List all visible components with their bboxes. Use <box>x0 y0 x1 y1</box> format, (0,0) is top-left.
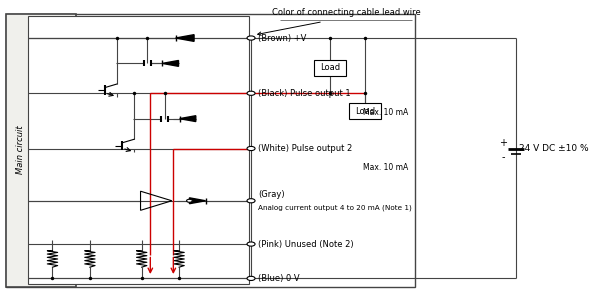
Polygon shape <box>190 198 206 204</box>
Polygon shape <box>179 116 196 122</box>
Text: Max. 10 mA: Max. 10 mA <box>363 108 409 117</box>
FancyBboxPatch shape <box>28 16 250 284</box>
Text: (White) Pulse output 2: (White) Pulse output 2 <box>258 144 352 153</box>
Text: Main circuit: Main circuit <box>16 126 25 174</box>
Text: +: + <box>499 137 507 148</box>
Circle shape <box>187 199 193 202</box>
Circle shape <box>247 91 255 95</box>
FancyBboxPatch shape <box>314 60 346 76</box>
FancyBboxPatch shape <box>349 103 380 119</box>
Text: -: - <box>502 152 505 163</box>
Text: (Blue) 0 V: (Blue) 0 V <box>258 274 299 283</box>
Circle shape <box>247 242 255 246</box>
Text: Load: Load <box>320 63 340 72</box>
FancyBboxPatch shape <box>7 14 415 287</box>
Circle shape <box>247 276 255 280</box>
Polygon shape <box>163 61 179 66</box>
Text: (Brown) +V: (Brown) +V <box>258 34 307 43</box>
Text: Max. 10 mA: Max. 10 mA <box>363 164 409 172</box>
Text: Color of connecting cable lead wire: Color of connecting cable lead wire <box>272 8 421 17</box>
Circle shape <box>247 36 255 40</box>
Circle shape <box>247 146 255 151</box>
Text: (Pink) Unused (Note 2): (Pink) Unused (Note 2) <box>258 240 353 249</box>
Text: Analog current output 4 to 20 mA (Note 1): Analog current output 4 to 20 mA (Note 1… <box>258 205 412 211</box>
Text: 24 V DC ±10 %: 24 V DC ±10 % <box>518 144 588 153</box>
Text: (Gray): (Gray) <box>258 190 284 199</box>
Polygon shape <box>176 35 194 41</box>
Text: Load: Load <box>355 107 375 116</box>
Text: (Black) Pulse output 1: (Black) Pulse output 1 <box>258 89 350 98</box>
Circle shape <box>247 199 255 203</box>
FancyBboxPatch shape <box>7 14 76 287</box>
